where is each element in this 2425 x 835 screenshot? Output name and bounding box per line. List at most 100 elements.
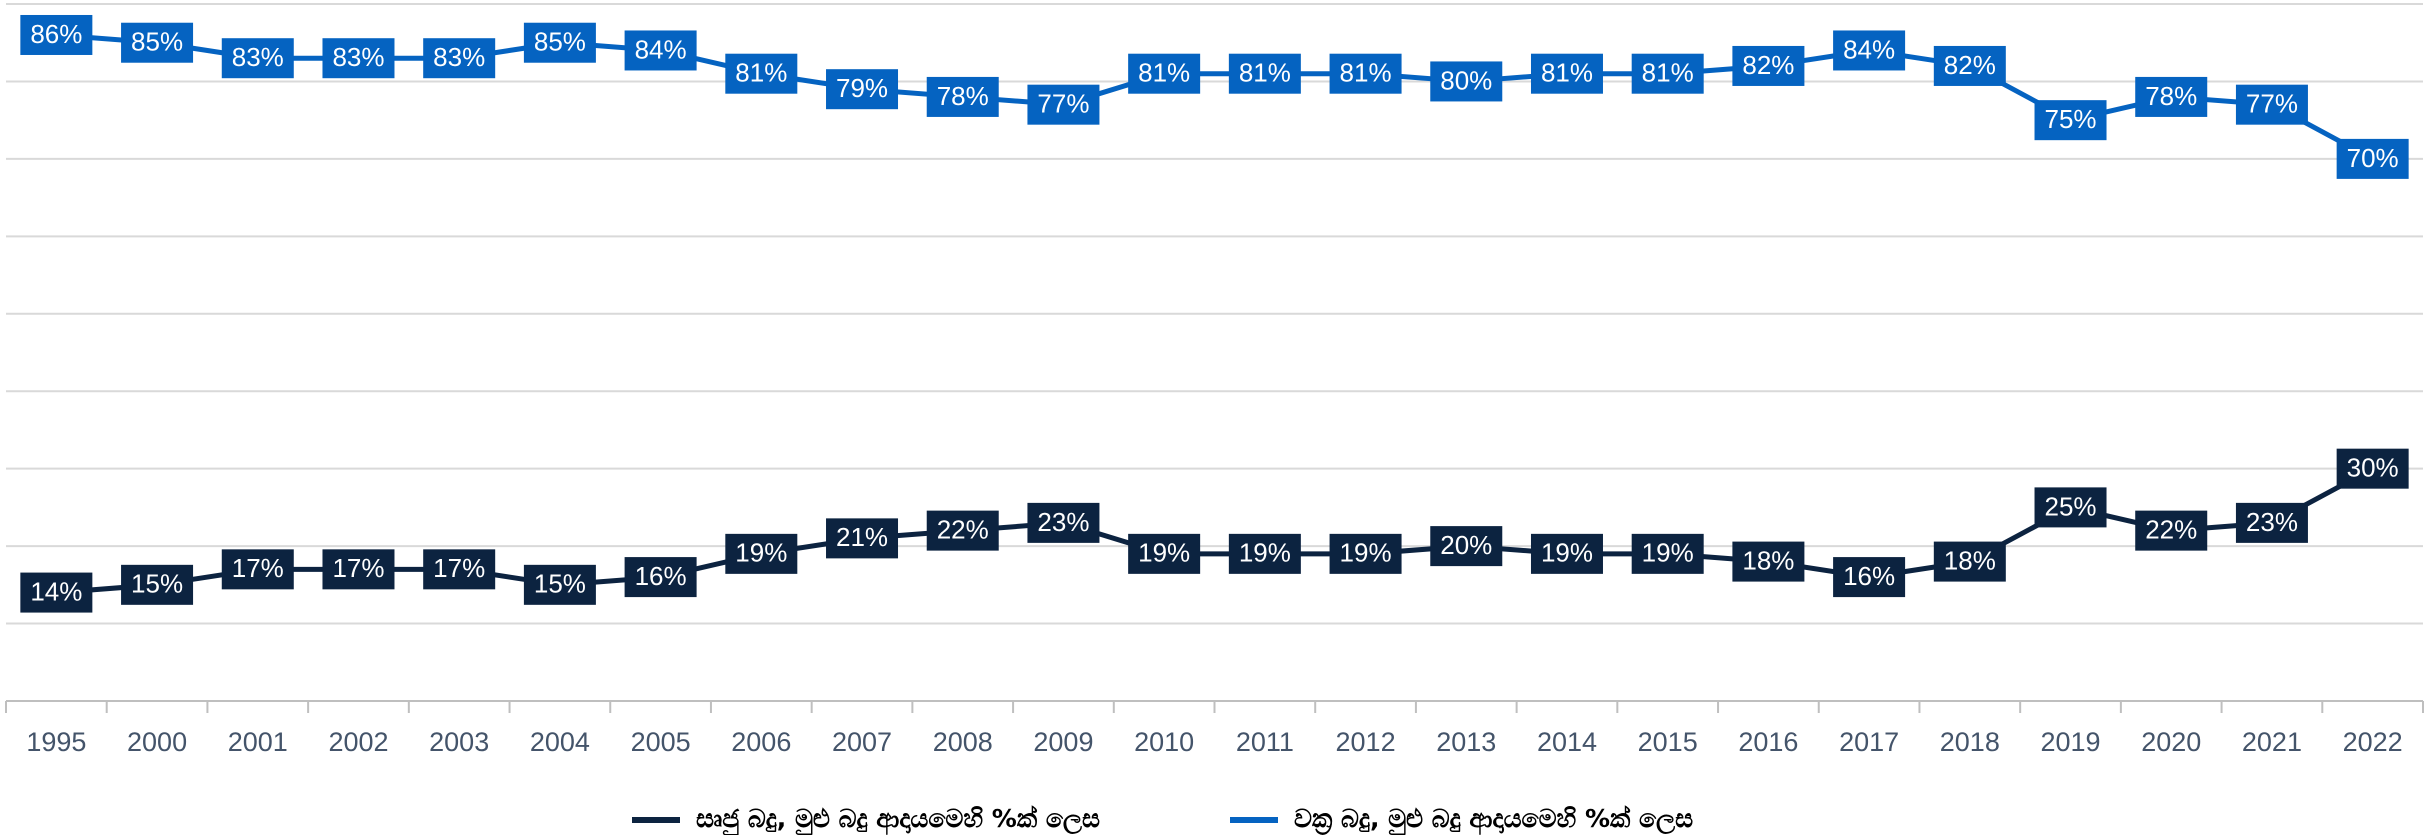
label-box xyxy=(2336,138,2409,179)
label-box xyxy=(1833,557,1906,598)
label-box xyxy=(1027,84,1100,125)
data-label: 84% xyxy=(624,30,697,71)
x-tick-label: 2019 xyxy=(2040,727,2100,757)
series-line xyxy=(56,466,2374,596)
data-label: 78% xyxy=(926,76,999,117)
value-label: 14% xyxy=(30,576,82,606)
data-label: 84% xyxy=(1833,30,1906,71)
value-label: 81% xyxy=(735,58,787,88)
label-box xyxy=(121,564,194,605)
x-tick-label: 2011 xyxy=(1236,727,1294,757)
value-label: 19% xyxy=(1340,538,1392,568)
label-box xyxy=(1530,53,1603,94)
data-label: 83% xyxy=(322,38,395,79)
data-label: 75% xyxy=(2034,100,2107,141)
x-tick-label: 2022 xyxy=(2343,727,2403,757)
label-box xyxy=(826,518,899,559)
data-label: 16% xyxy=(624,557,697,598)
x-tick-label: 2014 xyxy=(1537,727,1597,757)
data-label: 16% xyxy=(1833,557,1906,598)
value-label: 19% xyxy=(735,538,787,568)
data-label: 77% xyxy=(1027,84,1100,125)
data-label: 81% xyxy=(725,53,798,94)
data-label: 19% xyxy=(1128,533,1201,574)
x-tick-label: 2005 xyxy=(631,727,691,757)
value-label: 86% xyxy=(30,19,82,49)
data-label: 19% xyxy=(1631,533,1704,574)
x-tick-label: 2003 xyxy=(429,727,489,757)
value-label: 25% xyxy=(2044,491,2096,521)
label-box xyxy=(725,533,798,574)
label-box xyxy=(221,549,294,590)
x-tick-label: 2015 xyxy=(1638,727,1698,757)
value-label: 77% xyxy=(2246,89,2298,119)
value-label: 85% xyxy=(534,27,586,57)
x-tick-label: 2017 xyxy=(1839,727,1899,757)
label-box xyxy=(2135,510,2208,551)
data-label: 79% xyxy=(826,69,899,110)
label-box xyxy=(2235,502,2308,543)
value-label: 84% xyxy=(635,34,687,64)
data-label: 21% xyxy=(826,518,899,559)
data-label: 81% xyxy=(1530,53,1603,94)
series-line xyxy=(56,32,2374,162)
value-label: 15% xyxy=(534,569,586,599)
value-label: 19% xyxy=(1642,538,1694,568)
data-label: 80% xyxy=(1430,61,1503,102)
label-box xyxy=(423,549,496,590)
label-box xyxy=(2135,76,2208,117)
value-label: 84% xyxy=(1843,34,1895,64)
data-label: 15% xyxy=(523,564,596,605)
data-label: 82% xyxy=(1732,45,1805,86)
data-label: 83% xyxy=(221,38,294,79)
data-label: 81% xyxy=(1228,53,1301,94)
data-label: 86% xyxy=(20,14,93,55)
data-label: 14% xyxy=(20,572,93,613)
value-label: 82% xyxy=(1944,50,1996,80)
label-box xyxy=(1228,53,1301,94)
data-label: 17% xyxy=(322,549,395,590)
label-box xyxy=(20,14,93,55)
data-label: 19% xyxy=(1228,533,1301,574)
data-label: 18% xyxy=(1933,541,2006,582)
data-label: 81% xyxy=(1128,53,1201,94)
label-box xyxy=(1430,61,1503,102)
data-label: 19% xyxy=(1530,533,1603,574)
value-label: 85% xyxy=(131,27,183,57)
data-label: 83% xyxy=(423,38,496,79)
label-box xyxy=(1329,533,1402,574)
data-label: 19% xyxy=(1329,533,1402,574)
x-tick-label: 1995 xyxy=(26,727,86,757)
data-label: 19% xyxy=(725,533,798,574)
value-label: 23% xyxy=(2246,507,2298,537)
label-box xyxy=(926,76,999,117)
label-box xyxy=(423,38,496,79)
label-box xyxy=(926,510,999,551)
data-label: 81% xyxy=(1631,53,1704,94)
x-tick-label: 2002 xyxy=(328,727,388,757)
x-tick-label: 2013 xyxy=(1436,727,1496,757)
value-label: 80% xyxy=(1440,65,1492,95)
label-box xyxy=(2034,487,2107,528)
label-box xyxy=(1732,541,1805,582)
value-label: 18% xyxy=(1742,545,1794,575)
value-label: 82% xyxy=(1742,50,1794,80)
label-box xyxy=(322,549,395,590)
value-label: 70% xyxy=(2347,143,2399,173)
value-label: 17% xyxy=(232,553,284,583)
label-box xyxy=(1631,53,1704,94)
label-box xyxy=(523,22,596,63)
value-label: 81% xyxy=(1340,58,1392,88)
value-label: 79% xyxy=(836,73,888,103)
value-label: 17% xyxy=(433,553,485,583)
x-tick-label: 2021 xyxy=(2242,727,2302,757)
value-label: 18% xyxy=(1944,545,1996,575)
value-label: 83% xyxy=(433,42,485,72)
label-box xyxy=(121,22,194,63)
label-box xyxy=(523,564,596,605)
label-box xyxy=(1833,30,1906,71)
x-tick-label: 2009 xyxy=(1033,727,1093,757)
data-label: 23% xyxy=(2235,502,2308,543)
label-box xyxy=(1128,533,1201,574)
